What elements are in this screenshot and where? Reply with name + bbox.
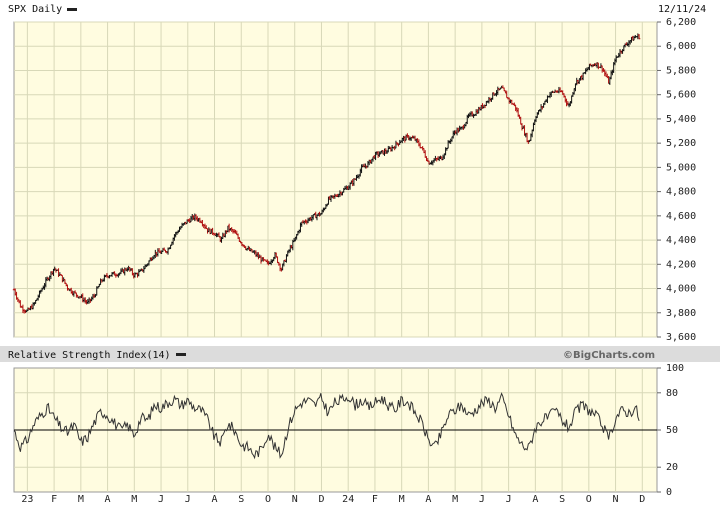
x-tick-label: A — [532, 494, 538, 505]
x-tick-label: A — [212, 494, 218, 505]
price-tick-label: 4,800 — [666, 187, 696, 198]
chart-date: 12/11/24 — [658, 4, 706, 15]
x-tick-label: F — [51, 494, 57, 505]
price-tick-label: 5,600 — [666, 90, 696, 101]
price-tick-label: 5,800 — [666, 65, 696, 76]
price-tick-label: 4,200 — [666, 259, 696, 270]
price-plot-area — [13, 21, 658, 338]
rsi-header-bar — [0, 346, 720, 362]
rsi-panel-title: Relative Strength Index(14) — [8, 350, 171, 361]
legend-swatch-price — [67, 8, 77, 11]
price-tick-label: 6,000 — [666, 41, 696, 52]
price-tick-label: 3,600 — [666, 332, 696, 343]
x-tick-label: F — [372, 494, 378, 505]
price-tick-label: 5,000 — [666, 162, 696, 173]
price-tick-label: 4,400 — [666, 235, 696, 246]
price-header-bar — [0, 0, 720, 18]
x-tick-label: 23 — [21, 494, 33, 505]
x-tick-label: O — [586, 494, 592, 505]
price-chart-title: SPX Daily — [8, 4, 62, 15]
rsi-tick-label: 20 — [666, 462, 678, 473]
price-grid — [14, 21, 657, 338]
rsi-tick-label: 50 — [666, 425, 678, 436]
x-tick-label: O — [265, 494, 271, 505]
price-y-axis: 3,600 3,800 4,000 4,200 4,400 4,600 4,800 5,000… — [657, 17, 696, 343]
x-tick-label: M — [399, 494, 405, 505]
x-tick-label: J — [479, 494, 485, 505]
price-tick-label: 4,600 — [666, 211, 696, 222]
x-tick-label: J — [506, 494, 512, 505]
x-tick-label: N — [613, 494, 619, 505]
x-tick-label: J — [158, 494, 164, 505]
price-tick-label: 5,200 — [666, 138, 696, 149]
x-tick-label: A — [105, 494, 111, 505]
x-tick-label: N — [292, 494, 298, 505]
rsi-tick-label: 80 — [666, 388, 678, 399]
x-tick-label: M — [131, 494, 137, 505]
x-tick-label: J — [185, 494, 191, 505]
x-tick-label: D — [639, 494, 645, 505]
credit-label: ©BigCharts.com — [563, 350, 655, 361]
x-tick-label: 24 — [342, 494, 354, 505]
x-tick-label: D — [318, 494, 324, 505]
x-axis: 23 F M A M J J A S O N D 24 F M A M J J A S O N D — [21, 494, 645, 505]
legend-swatch-rsi — [176, 353, 186, 356]
price-tick-label: 3,800 — [666, 308, 696, 319]
rsi-y-axis: 0 20 50 80 100 — [657, 363, 684, 498]
rsi-series — [13, 392, 640, 460]
x-tick-label: S — [559, 494, 565, 505]
x-tick-label: M — [452, 494, 458, 505]
x-tick-label: M — [78, 494, 84, 505]
price-bars — [12, 33, 641, 314]
x-tick-label: A — [425, 494, 431, 505]
rsi-line — [13, 392, 640, 460]
price-tick-label: 5,400 — [666, 114, 696, 125]
rsi-tick-label: 0 — [666, 487, 672, 498]
x-tick-label: S — [238, 494, 244, 505]
price-tick-label: 4,000 — [666, 284, 696, 295]
price-tick-label: 6,200 — [666, 17, 696, 28]
rsi-grid — [14, 368, 657, 492]
rsi-tick-label: 100 — [666, 363, 684, 374]
